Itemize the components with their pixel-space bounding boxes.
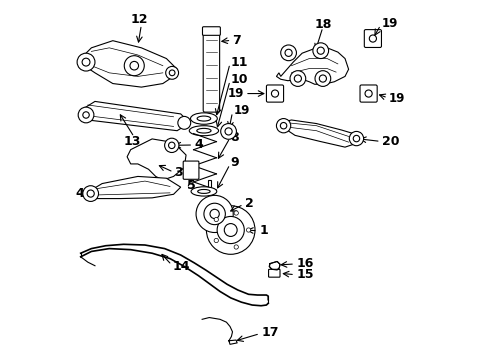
Text: 18: 18 (315, 18, 332, 31)
Circle shape (166, 66, 178, 79)
Circle shape (169, 70, 175, 76)
Circle shape (214, 217, 219, 222)
FancyBboxPatch shape (267, 85, 284, 102)
Circle shape (285, 49, 292, 57)
Polygon shape (127, 139, 186, 180)
Circle shape (169, 142, 175, 149)
Circle shape (234, 245, 238, 249)
Text: 19: 19 (227, 87, 244, 100)
Ellipse shape (191, 187, 217, 196)
FancyBboxPatch shape (360, 85, 377, 102)
Circle shape (317, 47, 324, 54)
Circle shape (369, 35, 376, 42)
Circle shape (313, 43, 329, 59)
Circle shape (87, 190, 94, 197)
FancyBboxPatch shape (183, 161, 199, 179)
Polygon shape (280, 120, 359, 147)
Text: 13: 13 (124, 135, 141, 148)
Polygon shape (276, 48, 348, 84)
Polygon shape (81, 102, 190, 131)
Circle shape (165, 138, 179, 153)
Circle shape (210, 209, 220, 219)
Text: 17: 17 (262, 327, 279, 339)
Circle shape (83, 186, 98, 202)
Text: 4: 4 (194, 139, 203, 152)
Bar (208, 180, 211, 235)
Ellipse shape (197, 189, 210, 193)
Circle shape (315, 71, 331, 86)
Text: 10: 10 (231, 73, 248, 86)
Circle shape (204, 203, 225, 225)
Circle shape (225, 128, 232, 135)
FancyBboxPatch shape (269, 269, 280, 277)
Text: 19: 19 (389, 92, 405, 105)
FancyBboxPatch shape (203, 31, 220, 112)
Circle shape (290, 71, 306, 86)
Text: 5: 5 (187, 179, 196, 192)
Ellipse shape (197, 129, 211, 133)
Text: 19: 19 (382, 17, 398, 30)
Circle shape (82, 58, 90, 66)
Ellipse shape (189, 126, 219, 136)
Circle shape (365, 90, 372, 97)
Circle shape (246, 228, 251, 232)
Circle shape (349, 131, 364, 146)
Circle shape (220, 123, 237, 139)
Circle shape (353, 135, 360, 142)
Text: 6: 6 (227, 218, 235, 231)
Text: 9: 9 (231, 156, 239, 169)
Text: 14: 14 (173, 260, 190, 273)
Circle shape (196, 195, 233, 233)
Text: 3: 3 (174, 166, 183, 179)
Text: 1: 1 (259, 224, 268, 237)
Polygon shape (270, 261, 280, 270)
Ellipse shape (191, 113, 218, 124)
Text: 4: 4 (75, 187, 84, 200)
Text: 19: 19 (234, 104, 250, 117)
Circle shape (280, 122, 287, 129)
Text: 2: 2 (245, 197, 254, 210)
Circle shape (83, 112, 89, 118)
Circle shape (124, 56, 144, 76)
Circle shape (214, 238, 219, 243)
FancyBboxPatch shape (364, 30, 381, 48)
Circle shape (224, 224, 237, 237)
Polygon shape (81, 41, 177, 87)
Circle shape (206, 206, 255, 254)
Circle shape (78, 107, 94, 123)
Text: 16: 16 (296, 257, 314, 270)
Ellipse shape (197, 116, 211, 121)
Text: 11: 11 (231, 55, 248, 69)
Text: 15: 15 (296, 268, 314, 281)
Text: 8: 8 (231, 131, 239, 144)
Text: 12: 12 (131, 13, 148, 27)
Text: 7: 7 (232, 34, 241, 47)
Circle shape (319, 75, 326, 82)
Circle shape (130, 62, 139, 70)
Polygon shape (84, 176, 181, 199)
Circle shape (178, 116, 191, 129)
Circle shape (217, 216, 245, 244)
Circle shape (234, 211, 238, 215)
Circle shape (294, 75, 301, 82)
Circle shape (271, 90, 279, 97)
Circle shape (281, 45, 296, 61)
FancyBboxPatch shape (202, 27, 220, 35)
Circle shape (77, 53, 95, 71)
Circle shape (276, 118, 291, 133)
Text: 20: 20 (382, 135, 399, 148)
